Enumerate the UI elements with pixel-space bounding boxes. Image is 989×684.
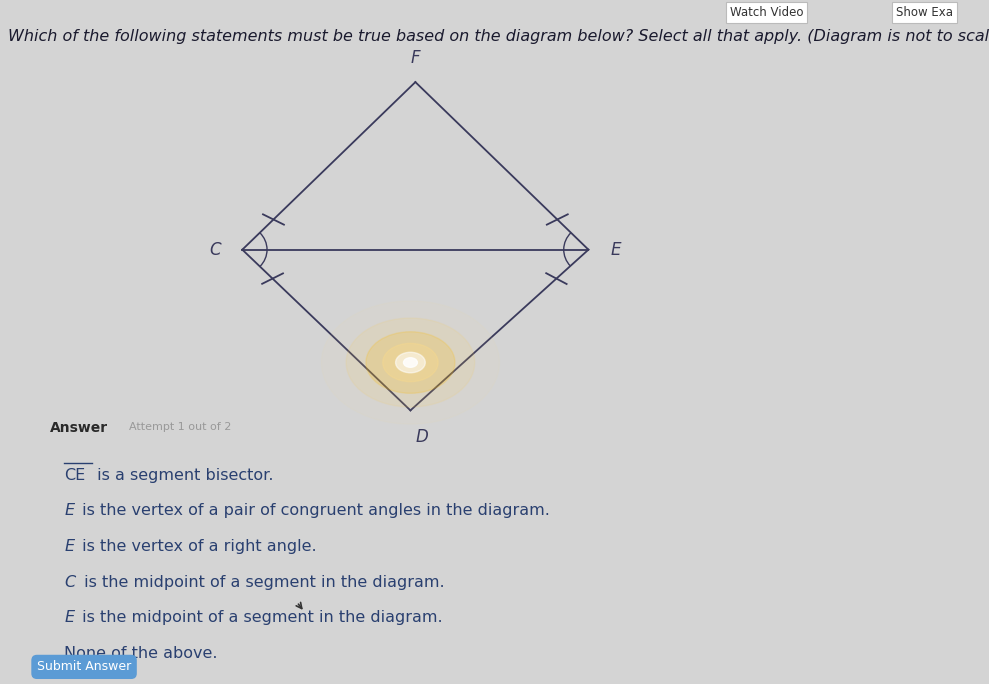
Text: Answer: Answer: [49, 421, 108, 434]
Text: E: E: [64, 503, 74, 518]
Text: E: E: [64, 539, 74, 554]
Text: is the midpoint of a segment in the diagram.: is the midpoint of a segment in the diag…: [79, 575, 444, 590]
Circle shape: [404, 358, 417, 367]
Text: is the vertex of a pair of congruent angles in the diagram.: is the vertex of a pair of congruent ang…: [77, 503, 550, 518]
Text: C: C: [209, 241, 221, 259]
Text: D: D: [415, 428, 428, 445]
Text: E: E: [610, 241, 621, 259]
Circle shape: [346, 318, 475, 407]
Text: Attempt 1 out of 2: Attempt 1 out of 2: [129, 423, 231, 432]
Circle shape: [396, 352, 425, 373]
Circle shape: [321, 301, 499, 424]
Text: None of the above.: None of the above.: [64, 646, 218, 661]
Text: is the vertex of a right angle.: is the vertex of a right angle.: [77, 539, 317, 554]
Text: is the midpoint of a segment in the diagram.: is the midpoint of a segment in the diag…: [77, 610, 443, 625]
Circle shape: [366, 332, 455, 393]
Text: is a segment bisector.: is a segment bisector.: [92, 468, 273, 483]
Text: CE: CE: [64, 468, 85, 483]
Text: F: F: [410, 49, 420, 67]
Text: E: E: [64, 610, 74, 625]
Text: Submit Answer: Submit Answer: [37, 660, 132, 674]
Text: Watch Video: Watch Video: [730, 5, 803, 19]
Text: Which of the following statements must be true based on the diagram below? Selec: Which of the following statements must b…: [8, 29, 989, 44]
Circle shape: [383, 343, 438, 382]
Text: Show Exa: Show Exa: [896, 5, 953, 19]
Text: C: C: [64, 575, 75, 590]
